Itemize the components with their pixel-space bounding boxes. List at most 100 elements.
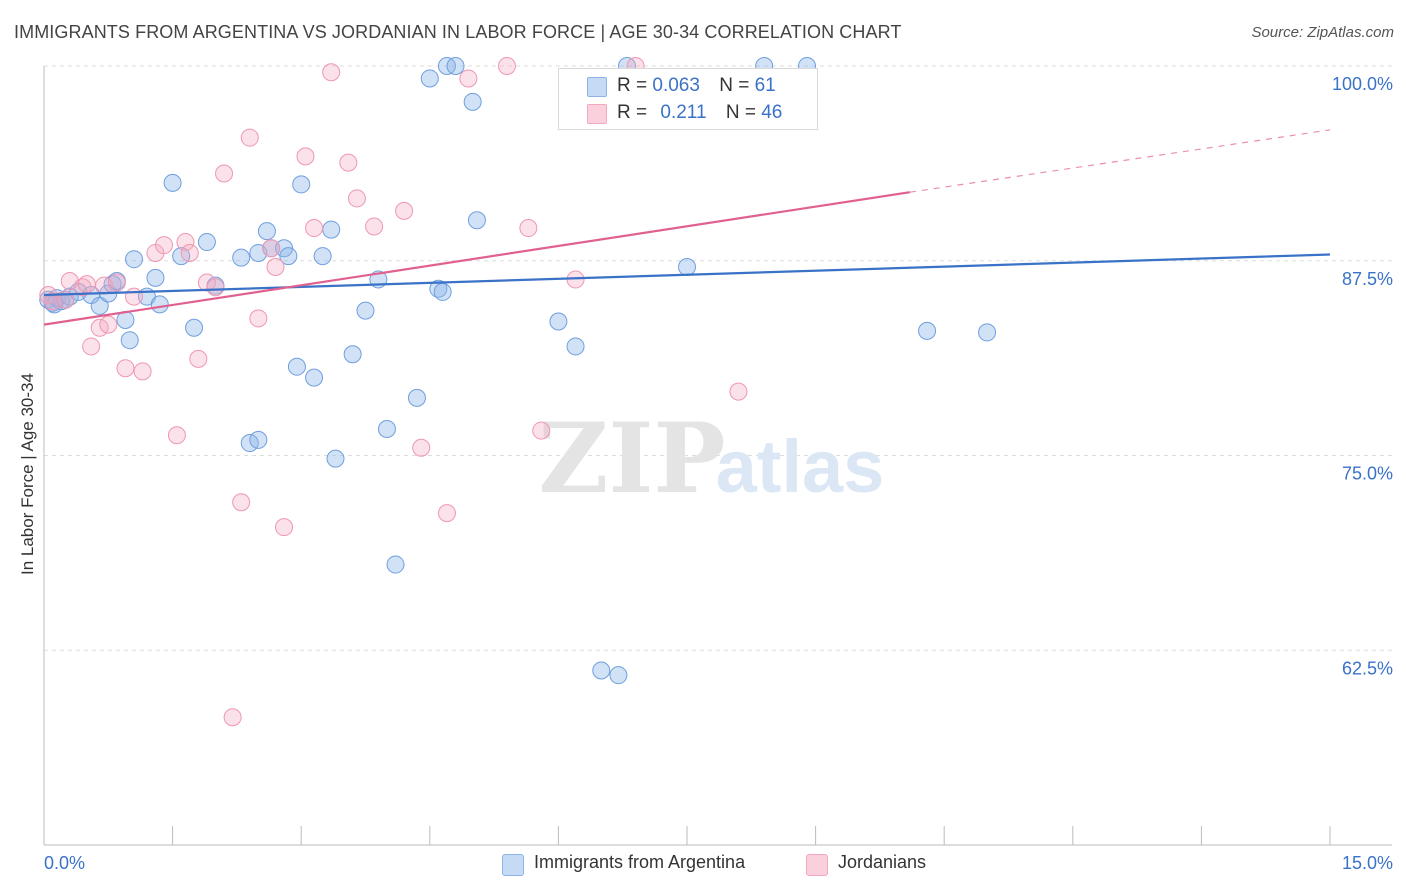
point-argentina <box>120 331 139 350</box>
point-jordanians <box>77 275 96 294</box>
point-jordanians <box>167 426 186 445</box>
point-argentina <box>305 368 324 387</box>
watermark-atlas: atlas <box>716 425 885 508</box>
point-jordanians <box>519 219 538 238</box>
point-argentina <box>592 661 611 680</box>
point-argentina <box>678 257 696 276</box>
point-argentina <box>257 222 276 241</box>
point-argentina <box>163 173 182 192</box>
point-argentina <box>185 318 204 337</box>
point-jordanians <box>532 421 551 440</box>
point-argentina <box>313 247 332 266</box>
point-argentina <box>918 321 937 340</box>
point-jordanians <box>215 164 234 183</box>
point-jordanians <box>206 278 225 297</box>
trend-line-argentina <box>43 253 1331 297</box>
point-jordanians <box>296 147 315 166</box>
chart-title: IMMIGRANTS FROM ARGENTINA VS JORDANIAN I… <box>14 22 902 42</box>
point-jordanians <box>116 359 135 378</box>
point-argentina <box>292 175 311 194</box>
point-argentina <box>249 430 268 449</box>
chart-source: Source: ZipAtlas.com <box>1251 24 1394 41</box>
n-value: 46 <box>761 102 783 123</box>
trend-line-jordanians-extension <box>909 129 1331 193</box>
point-argentina <box>978 323 997 342</box>
point-argentina <box>446 57 465 75</box>
point-argentina <box>549 312 568 331</box>
r-label: R = <box>617 75 648 96</box>
point-jordanians <box>729 382 748 401</box>
legend-row-argentina: R = 0.063 N = 61 <box>617 75 776 97</box>
point-jordanians <box>322 63 341 82</box>
point-argentina <box>356 301 375 320</box>
point-argentina <box>463 92 482 111</box>
point-jordanians <box>395 201 414 220</box>
y-tick-label: 62.5% <box>1342 658 1393 678</box>
point-jordanians <box>339 153 358 172</box>
point-argentina <box>467 211 486 230</box>
bottom-legend-label-jordanians: Jordanians <box>838 852 927 872</box>
point-argentina <box>407 388 426 407</box>
point-jordanians <box>189 349 208 368</box>
point-argentina <box>45 295 64 314</box>
point-argentina <box>125 250 144 269</box>
bottom-legend-swatch-jordanians <box>806 854 828 876</box>
point-argentina <box>279 247 298 266</box>
point-argentina <box>90 296 109 315</box>
legend-swatch-argentina <box>587 77 607 97</box>
correlation-legend: R = 0.063 N = 61 R = 0.211 N = 46 <box>558 68 818 130</box>
y-axis-label: In Labor Force | Age 30-34 <box>18 373 37 575</box>
point-jordanians <box>240 128 259 147</box>
points-layer <box>39 57 997 727</box>
bottom-legend-argentina: Immigrants from Argentina <box>502 852 746 876</box>
trend-layer <box>43 129 1331 326</box>
point-jordanians <box>365 217 384 236</box>
point-jordanians <box>223 708 242 727</box>
point-jordanians <box>82 337 101 356</box>
tick-label-layer: 62.5% 75.0% 87.5% 100.0% 0.0% 15.0% <box>44 74 1393 873</box>
n-label: N = <box>719 75 750 96</box>
y-tick-label: 75.0% <box>1342 464 1393 484</box>
bottom-legend-label-argentina: Immigrants from Argentina <box>534 852 746 872</box>
point-jordanians <box>180 243 199 262</box>
point-jordanians <box>125 287 144 306</box>
legend-row-jordanians: R = 0.211 N = 46 <box>617 102 782 124</box>
point-argentina <box>232 248 251 267</box>
point-jordanians <box>497 57 516 75</box>
r-value: 0.211 <box>660 102 707 123</box>
x-tick-label-max: 15.0% <box>1342 853 1393 873</box>
point-jordanians <box>249 309 268 328</box>
point-argentina <box>322 220 341 239</box>
y-tick-label: 100.0% <box>1332 74 1393 94</box>
r-value: 0.063 <box>652 75 700 96</box>
point-jordanians <box>266 257 285 276</box>
y-tick-label: 87.5% <box>1342 269 1393 289</box>
point-jordanians <box>412 438 431 457</box>
n-value: 61 <box>754 75 776 96</box>
point-jordanians <box>133 362 152 381</box>
point-argentina <box>146 268 165 287</box>
legend-swatch-jordanians <box>587 104 607 124</box>
point-argentina <box>433 282 452 301</box>
point-jordanians <box>232 493 251 512</box>
bottom-legend-swatch-argentina <box>502 854 524 876</box>
point-jordanians <box>437 504 456 523</box>
point-jordanians <box>155 236 174 255</box>
axes-layer <box>43 66 1392 846</box>
point-argentina <box>566 337 585 356</box>
r-label: R = <box>617 102 648 123</box>
point-jordanians <box>43 292 62 311</box>
watermark-zip: ZIP <box>538 402 725 515</box>
point-jordanians <box>107 273 126 292</box>
point-argentina <box>377 420 396 439</box>
point-jordanians <box>275 518 294 537</box>
point-jordanians <box>197 273 216 292</box>
point-jordanians <box>262 239 281 258</box>
point-argentina <box>609 666 628 685</box>
point-jordanians <box>305 219 324 238</box>
point-jordanians <box>347 189 366 208</box>
point-jordanians <box>176 233 195 252</box>
point-argentina <box>287 357 306 376</box>
bottom-legend-jordanians: Jordanians <box>806 852 927 876</box>
